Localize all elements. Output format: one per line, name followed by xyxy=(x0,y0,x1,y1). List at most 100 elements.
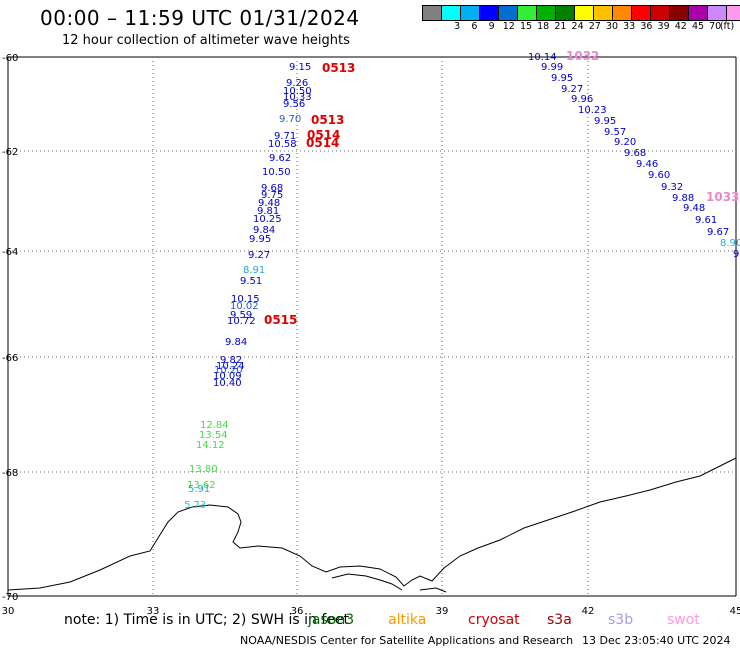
satellite-jason3: jason3 xyxy=(308,612,355,628)
lon-tick-label: 45 xyxy=(730,606,740,617)
colorbar-labels: 3 6 9 12 15 18 21 24 27 30 33 36 39 42 45 70 (ft) xyxy=(422,21,740,33)
swh-value-label: 9.20 xyxy=(614,137,636,148)
colorbar-label: 42 xyxy=(674,21,687,32)
swh-value-label: 14.12 xyxy=(196,440,225,451)
swh-value-label: 5.73 xyxy=(184,500,206,511)
swh-value-label: 10.50 xyxy=(262,167,291,178)
satellite-cryosat: cryosat xyxy=(468,612,520,628)
satellite-s3b: s3b xyxy=(608,612,634,628)
swh-value-label: 8.90 xyxy=(720,238,740,249)
swh-value-label: 9.15 xyxy=(289,62,311,73)
footer-note: note: 1) Time is in UTC; 2) SWH is in fe… xyxy=(64,612,350,628)
generated-timestamp: 13 Dec 23:05:40 UTC 2024 xyxy=(582,634,731,647)
swh-value-label: 10.58 xyxy=(268,139,297,150)
lon-tick-label: 30 xyxy=(2,606,15,617)
swh-value-label: 9.68 xyxy=(261,183,283,194)
coastline xyxy=(7,457,737,591)
pass-time-label: 1032 xyxy=(566,49,599,63)
swh-value-label: 9.62 xyxy=(269,153,291,164)
lon-tick-label: 39 xyxy=(436,606,449,617)
swh-value-label: 9.32 xyxy=(661,182,683,193)
swh-value-label: 9.95 xyxy=(551,73,573,84)
lat-tick-label: -62 xyxy=(2,147,18,158)
swh-value-label: 9.88 xyxy=(672,193,694,204)
colorbar-label: 27 xyxy=(588,21,601,32)
pass-time-label: 0514 xyxy=(306,136,339,150)
swh-value-label: 9.84 xyxy=(225,337,247,348)
swh-value-label: 13.62 xyxy=(187,480,216,491)
swh-value-label: 9.46 xyxy=(636,159,658,170)
swh-value-label: 9.82 xyxy=(220,355,242,366)
swh-value-label: 9.27 xyxy=(561,84,583,95)
lat-tick-label: -66 xyxy=(2,353,18,364)
ice-shelf-edge xyxy=(331,573,403,591)
swh-value-label: 10.40 xyxy=(213,378,242,389)
lat-tick-label: -68 xyxy=(2,468,18,479)
swh-value-label: 9.51 xyxy=(240,276,262,287)
swh-value-label: 10.02 xyxy=(230,301,259,312)
colorbar-label: 21 xyxy=(554,21,567,32)
satellite-altika: altika xyxy=(388,612,427,628)
swh-value-label: 10.50 xyxy=(283,86,312,97)
pass-time-label: 1033 xyxy=(706,190,739,204)
satellite-swot: swot xyxy=(667,612,700,628)
pass-time-label: 0515 xyxy=(264,313,297,327)
swh-value-label: 9.48 xyxy=(683,203,705,214)
swh-value-label: 9.75 xyxy=(261,190,283,201)
swh-value-label: 9.48 xyxy=(258,198,280,209)
lat-tick-label: -70 xyxy=(2,592,18,603)
credit-text: NOAA/NESDIS Center for Satellite Applica… xyxy=(240,634,574,647)
swh-value-label: 8.91 xyxy=(243,265,265,276)
swh-value-label: 9.68 xyxy=(624,148,646,159)
island-outline xyxy=(419,587,447,593)
colorbar-label: 45 xyxy=(691,21,705,32)
colorbar-label: 70 xyxy=(709,21,722,32)
swh-value-label: 9.57 xyxy=(604,127,626,138)
pass-time-label: 0514 xyxy=(307,128,340,142)
colorbar-units: (ft) xyxy=(719,21,735,32)
swh-value-label: 9.95 xyxy=(249,234,271,245)
satellite-s3a: s3a xyxy=(547,612,572,628)
swh-value-label: 9.56 xyxy=(283,99,305,110)
swh-value-label: 13.54 xyxy=(199,430,228,441)
map-subtitle: 12 hour collection of altimeter wave hei… xyxy=(62,33,350,48)
map-title: 00:00 – 11:59 UTC 01/31/2024 xyxy=(40,6,360,30)
swh-value-label: 10.14 xyxy=(528,52,557,63)
swh-value-label: 9.99 xyxy=(541,62,563,73)
colorbar-label: 33 xyxy=(623,21,636,32)
swh-value-label: 10.33 xyxy=(283,92,312,103)
swh-value-label: 9.27 xyxy=(248,250,270,261)
swh-value-label: 9.70 xyxy=(279,114,301,125)
pass-time-label: 0513 xyxy=(322,61,355,75)
swh-value-label: 10.24 xyxy=(216,361,245,372)
colorbar-label: 9 xyxy=(488,21,495,32)
colorbar-label: 39 xyxy=(657,21,670,32)
swh-value-label: 9.84 xyxy=(253,225,275,236)
colorbar-label: 30 xyxy=(605,21,619,32)
swh-value-label: 10.72 xyxy=(227,316,256,327)
swh-value-label: 9.26 xyxy=(286,78,308,89)
swh-value-label: 13.80 xyxy=(189,464,218,475)
colorbar xyxy=(422,5,740,21)
colorbar-label: 3 xyxy=(454,21,461,32)
colorbar-label: 15 xyxy=(519,21,533,32)
swh-value-label: 9.71 xyxy=(274,131,296,142)
colorbar-label: 36 xyxy=(640,21,653,32)
swh-value-label: 9.59 xyxy=(230,310,252,321)
lat-tick-label: -60 xyxy=(2,53,18,64)
lat-tick-label: -64 xyxy=(2,247,18,258)
swh-value-label: 10.23 xyxy=(578,105,607,116)
swh-value-label: 5.91 xyxy=(188,484,210,495)
swh-value-label: 10.25 xyxy=(253,214,282,225)
swh-value-label: 9.00 xyxy=(733,249,740,260)
pass-time-label: 0513 xyxy=(311,113,344,127)
swh-value-label: 10.15 xyxy=(231,294,260,305)
swh-value-label: 9.61 xyxy=(695,215,717,226)
colorbar-label: 12 xyxy=(502,21,515,32)
colorbar-label: 18 xyxy=(537,21,550,32)
swh-value-label: 9.60 xyxy=(648,170,670,181)
lon-tick-label: 33 xyxy=(147,606,160,617)
swh-value-label: 9.67 xyxy=(707,227,729,238)
colorbar-label: 6 xyxy=(471,21,478,32)
